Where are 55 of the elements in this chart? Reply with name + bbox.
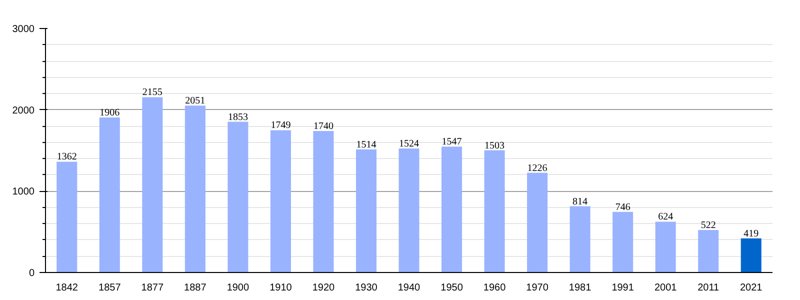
x-tick-label: 1857 (98, 282, 122, 294)
data-label: 1514 (356, 139, 376, 150)
x-tick-label: 1842 (56, 282, 78, 294)
bar (398, 148, 420, 272)
bar (142, 97, 163, 272)
data-label: 522 (700, 220, 716, 232)
data-label: 1853 (228, 112, 248, 123)
data-label: 1524 (399, 138, 419, 150)
bar (612, 212, 634, 272)
bar (698, 230, 719, 272)
x-tick-label: 2011 (698, 282, 720, 294)
x-tick-label: 1887 (184, 282, 207, 294)
bar (270, 130, 291, 272)
data-label: 1740 (313, 120, 334, 132)
data-label: 419 (744, 228, 759, 240)
data-label: 2155 (142, 87, 162, 98)
x-tick-label: 2001 (654, 282, 678, 294)
bar (570, 206, 590, 272)
y-tick-label: 1000 (12, 186, 35, 198)
data-label: 746 (615, 202, 630, 213)
data-label: 1749 (270, 120, 291, 132)
y-tick-label: 2000 (12, 105, 35, 116)
x-tick-label: 1940 (398, 282, 421, 294)
x-tick-label: 1920 (312, 282, 336, 294)
x-tick-label: 1991 (612, 282, 634, 294)
bar (655, 222, 676, 272)
x-tick-label: 1960 (483, 282, 506, 294)
bar (527, 172, 548, 272)
x-tick-label: 2021 (740, 282, 763, 294)
x-tick-label: 1900 (226, 282, 250, 294)
bar (313, 130, 334, 272)
bar (228, 122, 248, 272)
data-label: 1906 (100, 107, 120, 118)
data-label: 1503 (484, 140, 505, 152)
x-tick-label: 1930 (355, 282, 378, 294)
bar (356, 149, 376, 272)
bar (442, 146, 462, 272)
data-label: 814 (572, 196, 588, 208)
data-label: 2051 (185, 96, 206, 107)
data-label: 1226 (527, 162, 548, 174)
x-tick-label: 1970 (526, 282, 549, 294)
bar (99, 117, 120, 272)
bar (184, 106, 206, 272)
x-tick-label: 1981 (568, 282, 592, 294)
x-tick-label: 1877 (141, 282, 164, 294)
y-tick-label: 0 (28, 268, 35, 279)
bar (484, 150, 505, 272)
x-tick-label: 1910 (270, 282, 292, 294)
x-tick-label: 1950 (440, 282, 464, 294)
y-tick-label: 3000 (12, 24, 35, 35)
data-label: 1547 (442, 136, 462, 148)
bar (740, 238, 762, 272)
data-label: 1362 (56, 152, 77, 163)
data-label: 624 (658, 212, 674, 223)
bar (56, 162, 78, 272)
